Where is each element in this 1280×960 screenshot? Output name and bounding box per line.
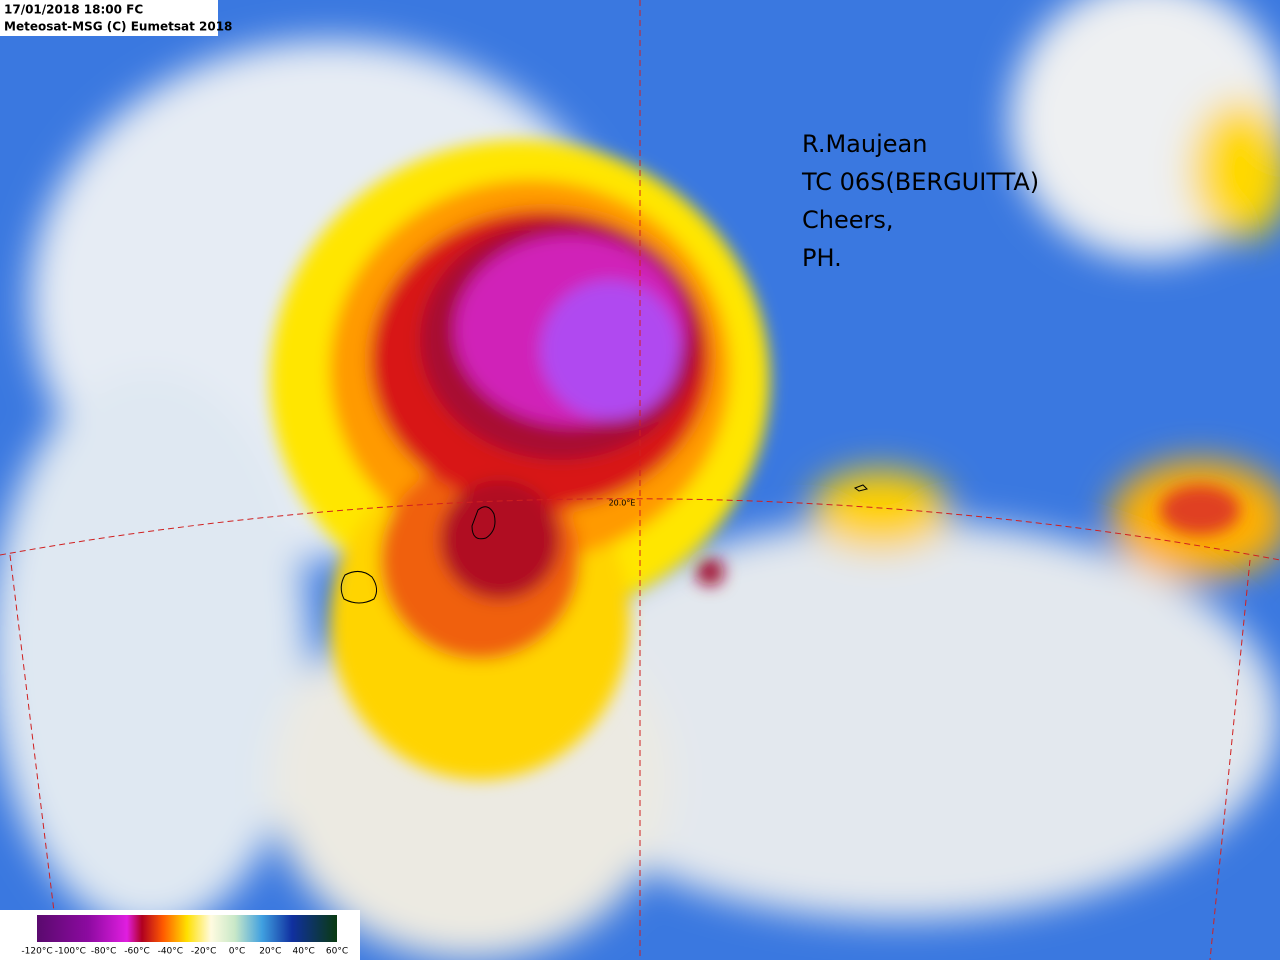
colorbar-tick: -60°C bbox=[124, 947, 149, 957]
colorbar-tick: 40°C bbox=[293, 947, 315, 957]
colorbar-tick: 60°C bbox=[326, 947, 348, 957]
colorbar-tick: -80°C bbox=[91, 947, 116, 957]
header-box bbox=[0, 0, 218, 36]
datetime: 17/01/2018 18:00 FC bbox=[4, 3, 143, 17]
annotation-line: PH. bbox=[802, 244, 842, 272]
coastlines bbox=[340, 484, 868, 604]
colorbar-tick: -120°C bbox=[21, 947, 52, 957]
grid-label: 20.0°E bbox=[609, 499, 636, 508]
annotation-line: TC 06S(BERGUITTA) bbox=[801, 168, 1039, 196]
source: Meteosat-MSG (C) Eumetsat 2018 bbox=[4, 20, 232, 34]
annotation: R.Maujean TC 06S(BERGUITTA) Cheers, PH. bbox=[801, 130, 1039, 272]
colorbar-ticks: -120°C -100°C -80°C -60°C -40°C -20°C 0°C 20°C 4… bbox=[21, 947, 348, 957]
storm bbox=[270, 140, 1240, 780]
colorbar bbox=[37, 915, 337, 942]
annotation-line: R.Maujean bbox=[802, 130, 927, 158]
colorbar-tick: -100°C bbox=[55, 947, 86, 957]
colorbar-tick: 20°C bbox=[259, 947, 281, 957]
colorbar-tick: 0°C bbox=[229, 947, 246, 957]
colorbar-tick: -20°C bbox=[191, 947, 216, 957]
annotation-line: Cheers, bbox=[802, 206, 894, 234]
colorbar-tick: -40°C bbox=[158, 947, 183, 957]
